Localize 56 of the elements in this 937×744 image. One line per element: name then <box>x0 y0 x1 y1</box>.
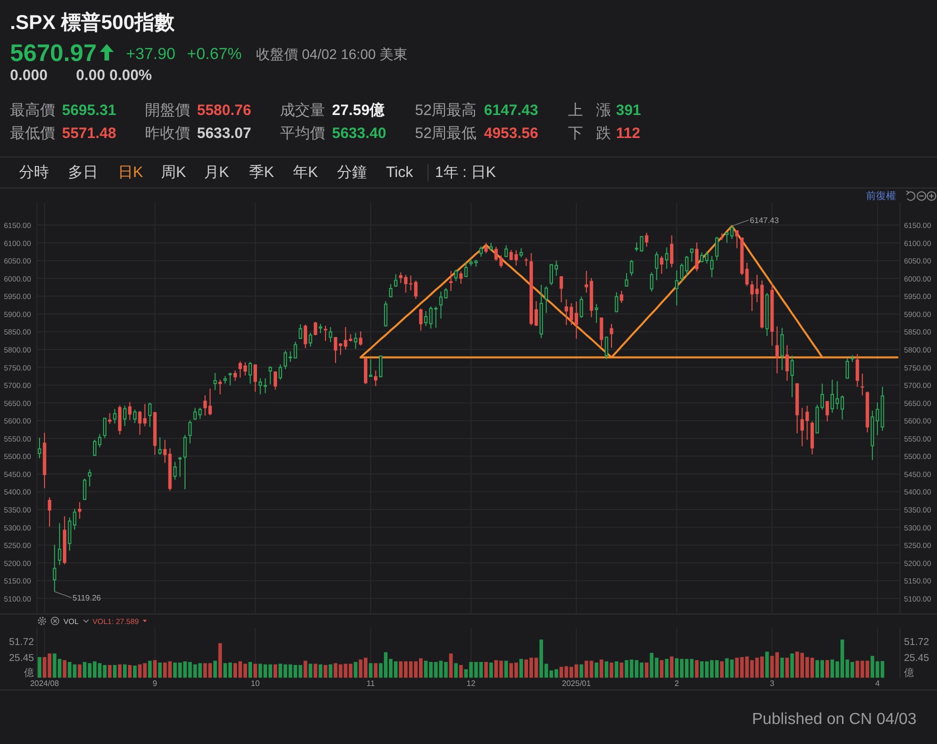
x-tick-label: 2 <box>674 679 680 688</box>
text: +0.67% <box>187 46 242 63</box>
text: 最高價 <box>10 102 55 119</box>
x-tick-label: 9 <box>152 679 158 688</box>
text: 昨收價 <box>145 125 190 142</box>
text: 年K <box>293 164 318 181</box>
text: +37.90 <box>126 46 176 63</box>
annotation: 6147.43 <box>750 215 780 224</box>
x-tick-label: 11 <box>366 679 376 688</box>
text: 27.59億 <box>332 102 386 119</box>
text: 5571.48 <box>62 125 116 142</box>
text: 前復權 <box>866 190 896 202</box>
y-tick-label: 51.72 <box>8 636 34 648</box>
text: 多日 <box>68 164 98 181</box>
text: 4953.56 <box>484 125 538 142</box>
text: 5580.76 <box>197 102 252 119</box>
text: 分時 <box>19 164 49 181</box>
text: 平均價 <box>280 125 325 142</box>
text: 5695.31 <box>62 102 116 119</box>
y2-tick-label: 25.45 <box>904 652 930 664</box>
text: 0.000 <box>10 67 48 84</box>
x-tick-label: 10 <box>250 679 260 688</box>
text: Published on CN 04/03 <box>752 711 917 728</box>
text: 1年 : 日K <box>435 164 496 181</box>
text: 最低價 <box>10 125 55 142</box>
text: 5670.97 <box>10 40 97 67</box>
x-tick-label: 12 <box>466 679 476 688</box>
text: 開盤價 <box>145 102 190 119</box>
text: .SPX 標普500指數 <box>10 11 176 34</box>
text: 下 跌 <box>568 125 612 142</box>
text: 52周最低 <box>415 125 477 142</box>
x-tick-label: 4 <box>875 679 880 688</box>
y-tick-label: 25.45 <box>8 652 34 664</box>
text: 月K <box>204 164 230 181</box>
x-tick-label: 3 <box>770 679 775 688</box>
text: 6147.43 <box>484 102 538 119</box>
y2-tick-label: 51.72 <box>904 636 930 648</box>
text: 391 <box>616 102 642 119</box>
x-tick-label: 2024/08 <box>30 679 60 688</box>
text: 成交量 <box>280 102 325 119</box>
text: Tick <box>386 164 414 181</box>
text: 5633.40 <box>332 125 386 142</box>
x-tick-label: 2025/01 <box>562 679 592 688</box>
y2-tick-label: 億 <box>904 666 914 679</box>
text: 收盤價 04/02 16:00 美東 <box>256 46 408 62</box>
text: 季K <box>249 164 274 181</box>
text: 5633.07 <box>197 125 252 142</box>
text: 日K <box>118 164 144 181</box>
text: 分鐘 <box>337 164 367 181</box>
text: 112 <box>616 125 640 142</box>
y-tick-label: 億 <box>24 666 34 679</box>
annotation: 5119.26 <box>72 593 102 602</box>
text: 52周最高 <box>415 102 477 119</box>
text: 上 漲 <box>568 102 612 119</box>
text: 0.00 0.00% <box>76 67 152 84</box>
text: 周K <box>161 164 186 181</box>
